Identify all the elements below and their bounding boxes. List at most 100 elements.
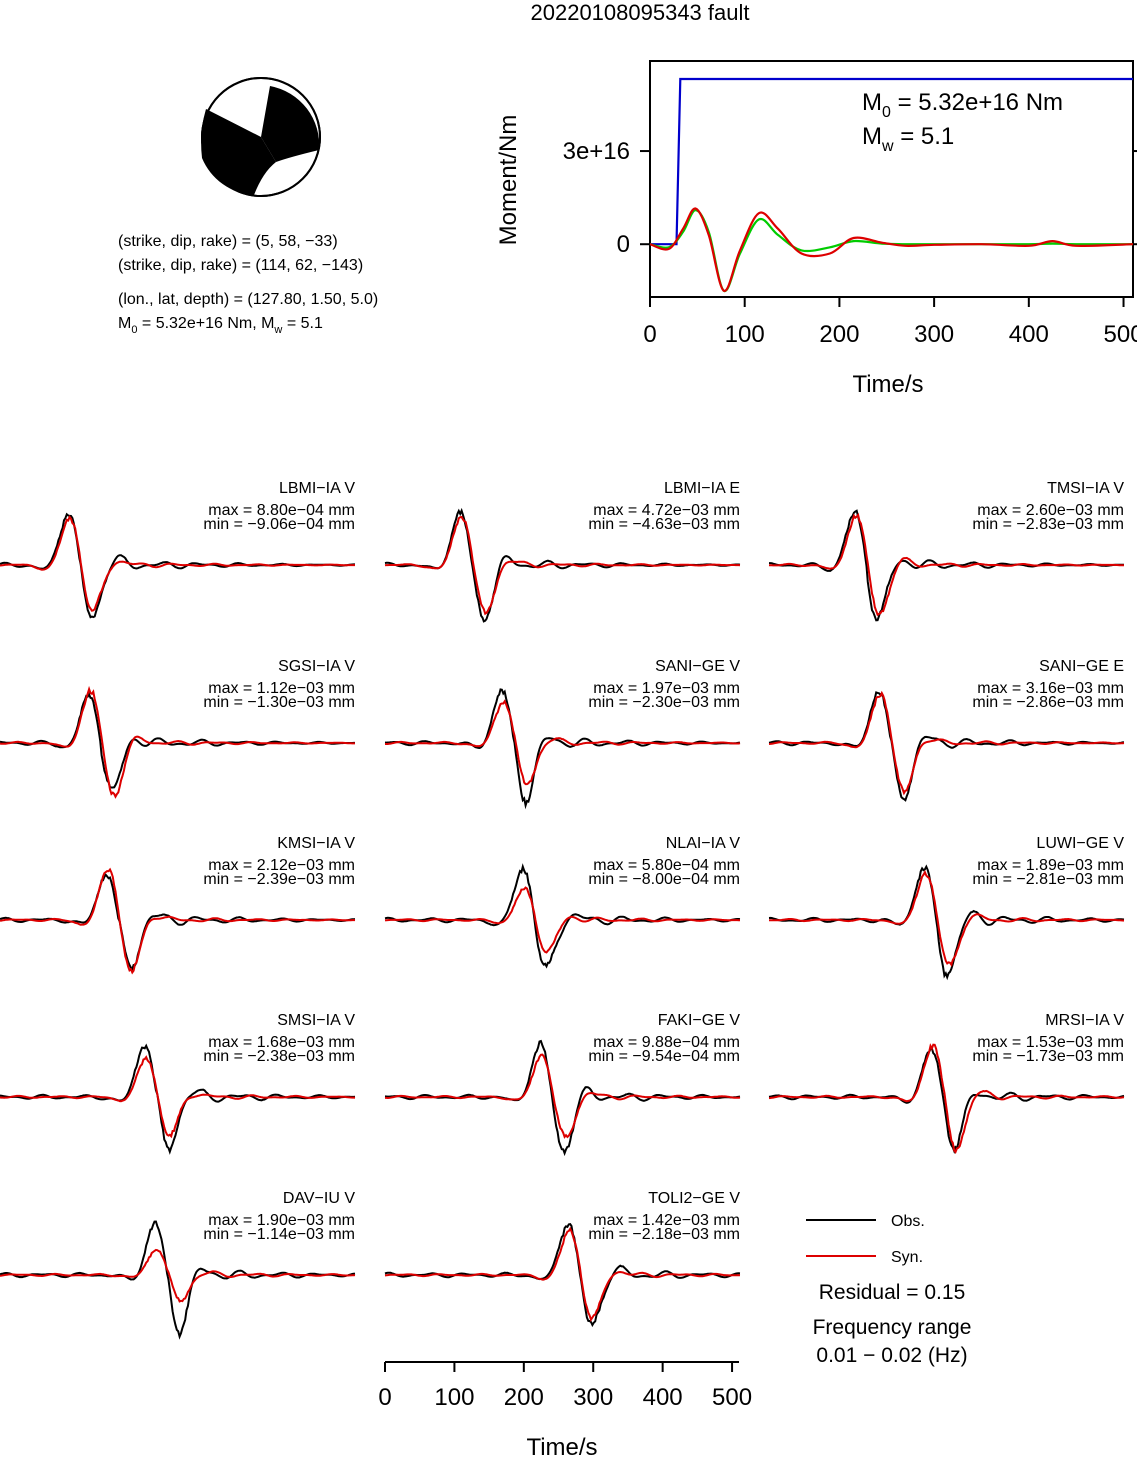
station-label: SMSI−IA V <box>277 1012 355 1029</box>
min-amplitude-label: min = −9.54e−04 mm <box>588 1048 740 1065</box>
legend: Obs. Syn. Residual = 0.15 Frequency rang… <box>806 1213 971 1367</box>
observed-waveform <box>768 1047 1125 1155</box>
min-amplitude-label: min = −1.30e−03 mm <box>203 694 355 711</box>
moment-rate-curve-green <box>649 208 1134 292</box>
waveform-xtick-label: 100 <box>434 1384 474 1411</box>
moment-mw-label: Mw = 5.1 <box>862 123 954 155</box>
observed-waveform <box>384 688 741 810</box>
figure-title: 20220108095343 fault <box>531 0 750 25</box>
max-amplitude-label: max = 1.42e−03 mm <box>593 1212 740 1229</box>
station-label: LBMI−IA V <box>279 480 355 497</box>
moment-xtick-label: 200 <box>819 321 859 348</box>
synthetic-waveform <box>0 1248 356 1303</box>
max-amplitude-label: max = 8.80e−04 mm <box>208 502 355 519</box>
min-amplitude-label: min = −1.14e−03 mm <box>203 1226 355 1243</box>
observed-waveform <box>0 873 356 971</box>
synthetic-waveform <box>384 886 740 954</box>
min-amplitude-label: min = −2.86e−03 mm <box>972 694 1124 711</box>
waveform-xtick-label: 300 <box>573 1384 613 1411</box>
waveform-xlabel: Time/s <box>526 1434 597 1458</box>
min-amplitude-label: min = −2.18e−03 mm <box>588 1226 740 1243</box>
waveform-xtick-label: 200 <box>504 1384 544 1411</box>
synthetic-waveform <box>769 869 1125 967</box>
max-amplitude-label: max = 1.97e−03 mm <box>593 680 740 697</box>
max-amplitude-label: max = 1.90e−03 mm <box>208 1212 355 1229</box>
moment-plot-frame <box>649 60 1134 298</box>
nodal-plane-2: (strike, dip, rake) = (114, 62, −143) <box>118 257 363 274</box>
min-amplitude-label: min = −2.38e−03 mm <box>203 1048 355 1065</box>
moment-rate-curve-red <box>649 207 1134 292</box>
min-amplitude-label: min = −8.00e−04 mm <box>588 871 740 888</box>
observed-waveform <box>768 864 1125 981</box>
max-amplitude-label: max = 1.12e−03 mm <box>208 680 355 697</box>
min-amplitude-label: min = −1.73e−03 mm <box>972 1048 1124 1065</box>
max-amplitude-label: max = 2.12e−03 mm <box>208 857 355 874</box>
max-amplitude-label: max = 1.89e−03 mm <box>977 857 1124 874</box>
frequency-range-label: Frequency range <box>813 1316 972 1339</box>
station-label: SANI−GE V <box>655 658 740 675</box>
min-amplitude-label: min = −2.83e−03 mm <box>972 516 1124 533</box>
moment-xtick-label: 500 <box>1104 321 1137 348</box>
station-label: MRSI−IA V <box>1045 1012 1124 1029</box>
moment-xtick-label: 300 <box>914 321 954 348</box>
station-label: NLAI−IA V <box>666 835 741 852</box>
station-label: DAV−IU V <box>283 1190 356 1207</box>
synthetic-waveform <box>768 512 1124 617</box>
observed-waveform <box>768 691 1125 802</box>
synthetic-waveform <box>0 685 355 799</box>
station-label: KMSI−IA V <box>277 835 355 852</box>
synthetic-waveform <box>0 515 355 612</box>
moment-ylabel: Moment/Nm <box>495 115 522 246</box>
station-label: LUWI−GE V <box>1036 835 1124 852</box>
min-amplitude-label: min = −4.63e−03 mm <box>588 516 740 533</box>
min-amplitude-label: min = −2.81e−03 mm <box>972 871 1124 888</box>
max-amplitude-label: max = 3.16e−03 mm <box>977 680 1124 697</box>
moment-ytick-label: 3e+16 <box>563 138 630 165</box>
observed-waveform <box>0 1220 356 1340</box>
observed-waveform <box>384 863 741 969</box>
focal-mechanism-beachball <box>201 77 321 197</box>
moment-ytick-label: 0 <box>617 231 630 258</box>
moment-m0-label: M0 = 5.32e+16 Nm <box>862 89 1063 121</box>
moment-xtick-label: 0 <box>643 321 656 348</box>
observed-waveform <box>384 1039 741 1157</box>
source-moment-line: M0 = 5.32e+16 Nm, Mw = 5.1 <box>118 315 323 336</box>
waveform-xtick-label: 0 <box>378 1384 391 1411</box>
moment-curve <box>650 77 1133 246</box>
synthetic-waveform <box>385 699 741 786</box>
station-label: TMSI−IA V <box>1047 480 1124 497</box>
synthetic-waveform <box>385 1053 741 1139</box>
observed-waveform <box>0 512 355 619</box>
station-label: SANI−GE E <box>1039 658 1124 675</box>
station-label: SGSI−IA V <box>278 658 355 675</box>
min-amplitude-label: min = −2.39e−03 mm <box>203 871 355 888</box>
waveform-xtick-label: 400 <box>643 1384 683 1411</box>
waveform-time-axis: 0 100 200 300 400 500 Time/s <box>378 1361 752 1458</box>
waveform-xtick-label: 500 <box>712 1384 752 1411</box>
min-amplitude-label: min = −9.06e−04 mm <box>203 516 355 533</box>
station-label: TOLI2−GE V <box>648 1190 740 1207</box>
max-amplitude-label: max = 2.60e−03 mm <box>977 502 1124 519</box>
residual-text: Residual = 0.15 <box>819 1281 966 1304</box>
moment-xlabel: Time/s <box>852 371 923 398</box>
observed-waveform <box>384 1222 741 1328</box>
moment-xtick-label: 100 <box>725 321 765 348</box>
max-amplitude-label: max = 4.72e−03 mm <box>593 502 740 519</box>
frequency-range-value: 0.01 − 0.02 (Hz) <box>816 1344 967 1367</box>
synthetic-waveform <box>384 515 741 616</box>
